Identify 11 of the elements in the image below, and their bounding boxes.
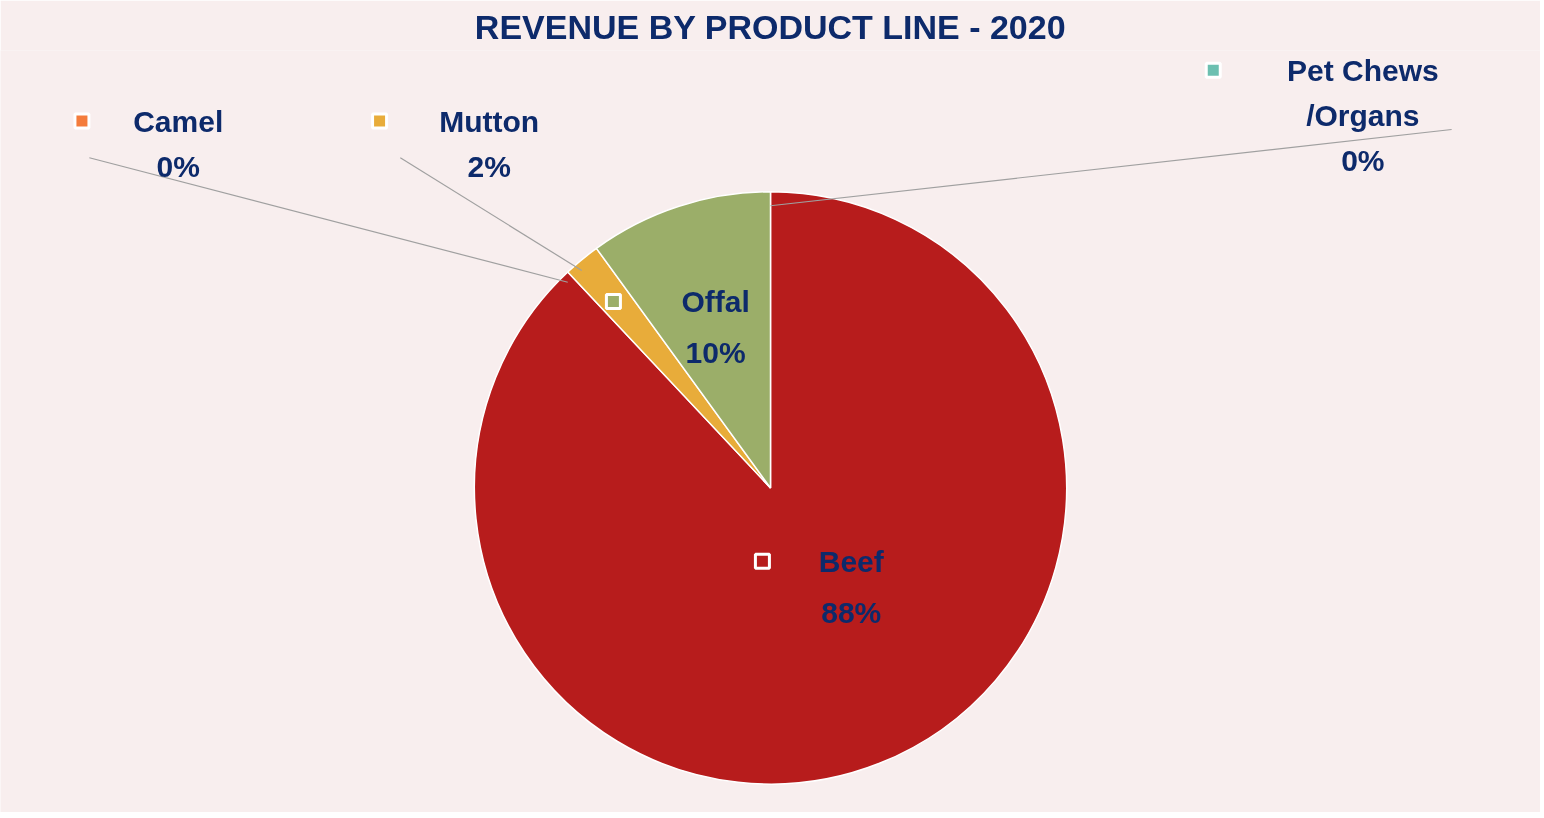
data-label: 88% (821, 595, 882, 629)
legend-label: Beef (818, 544, 885, 578)
text: 0% (1341, 144, 1385, 178)
data-label: 2% (467, 149, 511, 183)
legend-label: Mutton (439, 104, 540, 138)
legend-label: Camel (133, 104, 224, 138)
data-label: 10% (685, 335, 746, 369)
chart-title: REVENUE BY PRODUCT LINE - 2020 (474, 7, 1066, 46)
legend-label: Pet Chews /Organs (1286, 53, 1439, 132)
text: 0% (156, 149, 200, 183)
legend-label: Offal (681, 285, 750, 318)
